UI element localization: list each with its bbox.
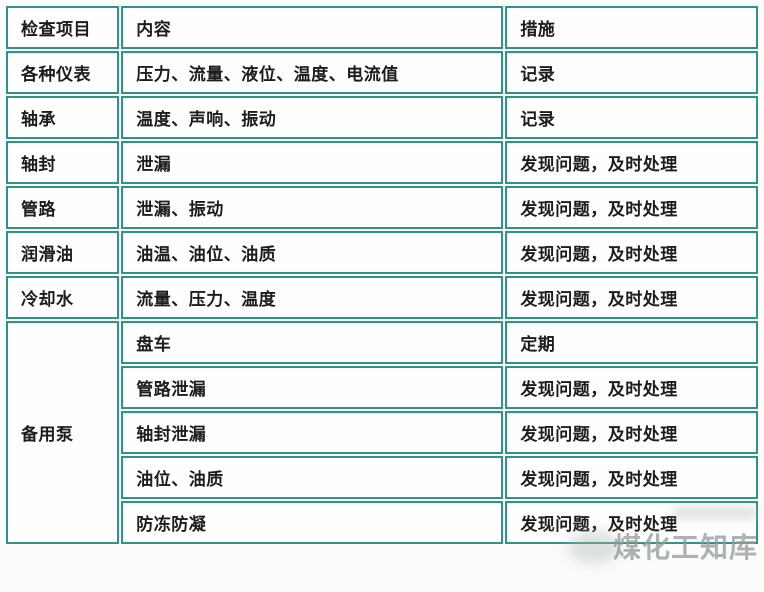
table-row: 防冻防凝 发现问题，及时处理 [6,501,758,544]
table-row: 管路 泄漏、振动 发现问题，及时处理 [6,186,758,229]
cell-content: 轴封泄漏 [121,411,504,454]
header-cell-measure: 措施 [505,6,758,49]
cell-measure: 发现问题，及时处理 [505,411,758,454]
table-row: 冷却水 流量、压力、温度 发现问题，及时处理 [6,276,758,319]
cell-measure: 定期 [505,321,758,364]
cell-inspection-item: 各种仪表 [6,51,120,94]
table-row: 轴承 温度、声响、振动 记录 [6,96,758,139]
cell-measure: 发现问题，及时处理 [505,456,758,499]
cell-inspection-item: 润滑油 [6,231,120,274]
inspection-table: 检查项目 内容 措施 各种仪表 压力、流量、液位、温度、电流值 记录 轴承 温度… [4,4,760,546]
cell-content: 油位、油质 [121,456,504,499]
cell-measure: 发现问题，及时处理 [505,366,758,409]
cell-measure: 发现问题，及时处理 [505,276,758,319]
table-row: 管路泄漏 发现问题，及时处理 [6,366,758,409]
cell-content: 流量、压力、温度 [121,276,504,319]
cell-measure: 记录 [505,96,758,139]
table-row: 备用泵 盘车 定期 [6,321,758,544]
cell-measure: 发现问题，及时处理 [505,141,758,184]
cell-measure: 发现问题，及时处理 [505,186,758,229]
header-cell-inspection-item: 检查项目 [6,6,120,49]
cell-content: 盘车 [121,321,504,364]
cell-content: 管路泄漏 [121,366,504,409]
cell-inspection-item: 轴承 [6,96,120,139]
cell-content: 油温、油位、油质 [121,231,504,274]
table-row: 轴封泄漏 发现问题，及时处理 [6,411,758,454]
cell-measure: 发现问题，及时处理 [505,231,758,274]
table-header-row: 检查项目 内容 措施 [6,6,758,49]
cell-inspection-item-spare-pump: 备用泵 [6,321,120,544]
table-row: 轴封 泄漏 发现问题，及时处理 [6,141,758,184]
cell-content: 泄漏 [121,141,504,184]
cell-content: 泄漏、振动 [121,186,504,229]
cell-content: 防冻防凝 [121,501,504,544]
cell-measure: 记录 [505,51,758,94]
cell-measure: 发现问题，及时处理 [505,501,758,544]
cell-inspection-item: 冷却水 [6,276,120,319]
cell-inspection-item: 管路 [6,186,120,229]
cell-content: 压力、流量、液位、温度、电流值 [121,51,504,94]
cell-content: 温度、声响、振动 [121,96,504,139]
table-row: 润滑油 油温、油位、油质 发现问题，及时处理 [6,231,758,274]
table-row: 油位、油质 发现问题，及时处理 [6,456,758,499]
cell-inspection-item: 轴封 [6,141,120,184]
table-row: 各种仪表 压力、流量、液位、温度、电流值 记录 [6,51,758,94]
header-cell-content: 内容 [121,6,504,49]
